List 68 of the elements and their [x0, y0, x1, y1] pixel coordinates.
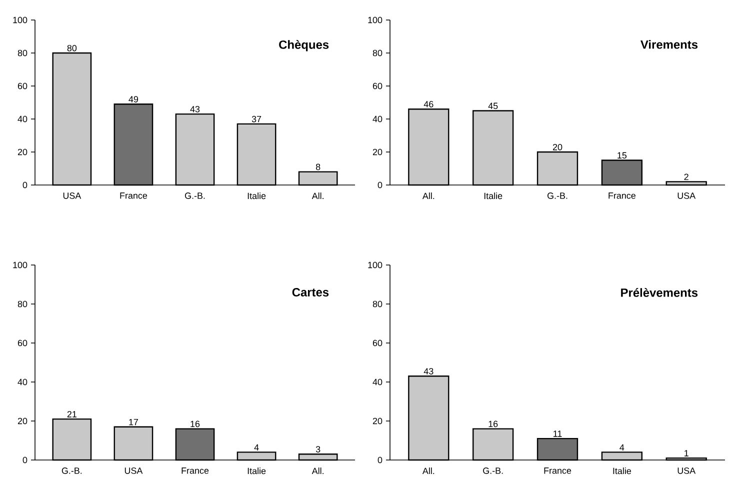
y-tick-label: 80 — [18, 50, 28, 56]
y-tick-label: 40 — [372, 116, 382, 122]
y-tick-label: 20 — [372, 418, 382, 424]
data-label: 17 — [129, 418, 138, 426]
y-tick-label: 80 — [372, 50, 382, 56]
data-label: 37 — [252, 116, 262, 122]
y-tick-label: 0 — [378, 182, 382, 188]
x-tick-label: Italie — [484, 192, 502, 200]
data-label: 15 — [618, 152, 627, 159]
x-tick-label: All. — [312, 192, 324, 200]
y-tick-label: 20 — [18, 148, 28, 156]
data-label: 43 — [190, 106, 200, 112]
text: Cartes — [292, 288, 329, 296]
data-label: 16 — [488, 420, 498, 428]
y-tick-label: 100 — [368, 16, 382, 24]
y-tick-label: 80 — [18, 300, 28, 308]
y-tick-label: 20 — [372, 148, 382, 156]
x-tick-label: Italie — [248, 468, 266, 474]
x-tick-label: All. — [312, 468, 324, 474]
y-tick-label: 80 — [372, 300, 382, 308]
x-tick-label: USA — [678, 192, 696, 199]
y-tick-label: 60 — [18, 340, 28, 346]
text: Virements — [640, 40, 698, 49]
y-tick-label: 60 — [372, 82, 382, 90]
text: Chèques — [279, 40, 329, 52]
text: Prélèvements — [621, 288, 698, 297]
data-label: 4 — [620, 444, 624, 450]
data-label: 1 — [684, 450, 688, 456]
y-tick-label: 100 — [13, 16, 28, 24]
data-label: 20 — [552, 144, 562, 150]
data-label: 80 — [67, 44, 77, 52]
data-label: 16 — [190, 420, 200, 428]
x-tick-label: USA — [678, 468, 696, 474]
y-tick-label: 40 — [372, 378, 382, 386]
y-tick-label: 60 — [372, 340, 382, 346]
x-tick-label: France — [120, 192, 148, 199]
data-label: 43 — [424, 368, 434, 374]
data-label: 21 — [67, 411, 76, 418]
y-tick-label: 0 — [22, 456, 28, 464]
x-tick-label: All. — [422, 192, 434, 200]
x-tick-label: All. — [422, 468, 434, 474]
x-tick-label: USA — [63, 192, 82, 199]
x-tick-label: France — [608, 192, 636, 199]
y-tick-label: 20 — [18, 418, 28, 424]
x-tick-label: G.-B. — [184, 192, 205, 199]
x-tick-label: G.-B. — [547, 192, 568, 199]
y-tick-label: 100 — [368, 262, 382, 268]
x-tick-label: France — [182, 468, 209, 474]
x-tick-label: G.-B. — [62, 468, 82, 474]
data-label: 49 — [128, 96, 138, 102]
x-tick-label: USA — [124, 468, 143, 474]
data-label: 3 — [316, 446, 320, 452]
x-tick-label: France — [544, 468, 572, 474]
data-label: 11 — [554, 430, 562, 437]
y-tick-label: 100 — [13, 262, 28, 268]
y-tick-label: 40 — [18, 116, 28, 122]
data-label: 45 — [488, 102, 498, 110]
data-label: 46 — [424, 101, 434, 108]
data-label: 4 — [254, 444, 259, 450]
x-tick-label: Italie — [248, 192, 266, 200]
y-tick-label: 40 — [18, 378, 28, 386]
y-tick-label: 60 — [18, 82, 28, 90]
x-tick-label: Italie — [613, 468, 631, 474]
x-tick-label: G.-B. — [483, 468, 503, 474]
y-tick-label: 0 — [22, 182, 28, 188]
y-tick-label: 0 — [378, 456, 382, 464]
data-label: 2 — [684, 174, 688, 180]
data-label: 8 — [316, 164, 320, 170]
